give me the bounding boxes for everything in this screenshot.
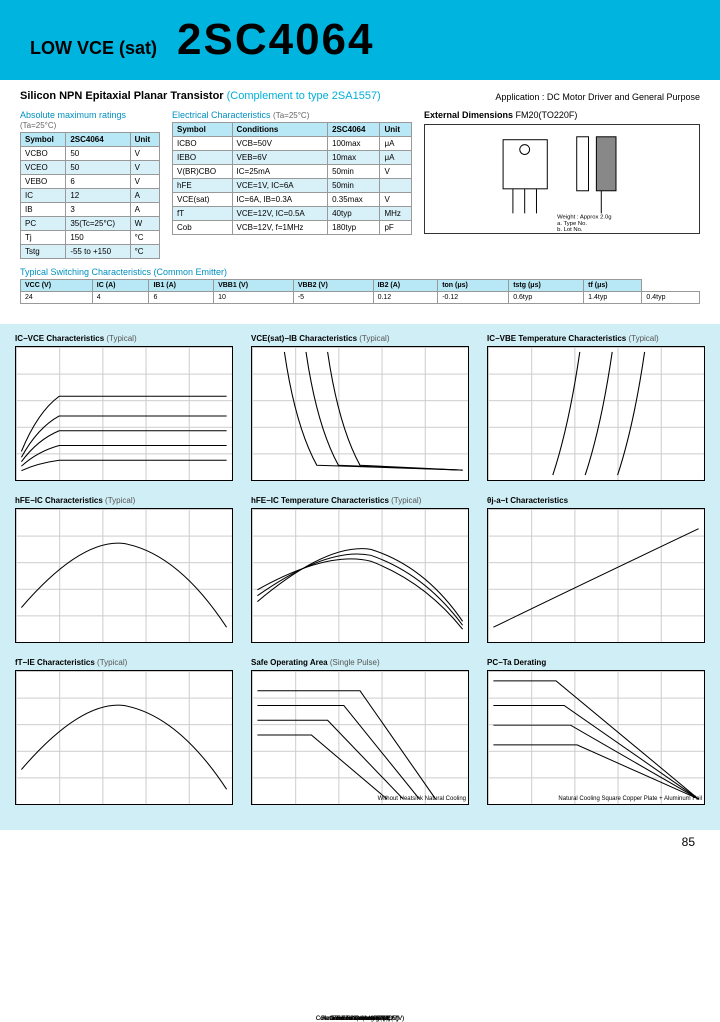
elec-char-table: SymbolConditions2SC4064UnitICBOVCB=50V10…: [172, 122, 412, 235]
switching-title: Typical Switching Characteristics (Commo…: [20, 267, 700, 277]
chart: IC−VCE Characteristics (Typical) Collect…: [15, 334, 233, 481]
svg-text:Weight : Approx 2.0g: Weight : Approx 2.0g: [557, 214, 611, 220]
abs-ratings-title: Absolute maximum ratings (Ta=25°C): [20, 110, 160, 130]
abs-ratings-table: Symbol2SC4064UnitVCBO50VVCEO50VVEBO6VIC1…: [20, 132, 160, 259]
chart: θj-a−t Characteristics Time t(ms): [487, 496, 705, 643]
chart: PC−Ta Derating Natural Cooling Square Co…: [487, 658, 705, 805]
elec-char-title: Electrical Characteristics (Ta=25°C): [172, 110, 412, 120]
chart: hFE−IC Temperature Characteristics (Typi…: [251, 496, 469, 643]
chart: hFE−IC Characteristics (Typical) Collect…: [15, 496, 233, 643]
subtitle: LOW VCE (sat): [30, 38, 157, 59]
chart: Safe Operating Area (Single Pulse) Witho…: [251, 658, 469, 805]
svg-text:b. Lot No.: b. Lot No.: [557, 227, 583, 233]
chart: fT−IE Characteristics (Typical) Emitter …: [15, 658, 233, 805]
header: LOW VCE (sat) 2SC4064: [0, 0, 720, 80]
charts-section: IC−VCE Characteristics (Typical) Collect…: [0, 324, 720, 830]
page-number: 85: [0, 830, 720, 854]
ext-dim-title: External Dimensions FM20(TO220F): [424, 110, 700, 120]
package-drawing: Weight : Approx 2.0g a. Type No. b. Lot …: [424, 124, 700, 234]
part-number: 2SC4064: [177, 15, 374, 65]
switching-table: VCC (V)IC (A)IB1 (A)VBB1 (V)VBB2 (V)IB2 …: [20, 279, 700, 304]
chart: VCE(sat)−IB Characteristics (Typical) Ba…: [251, 334, 469, 481]
chart: IC−VBE Temperature Characteristics (Typi…: [487, 334, 705, 481]
